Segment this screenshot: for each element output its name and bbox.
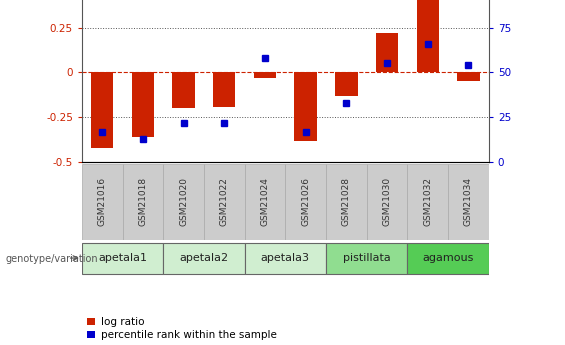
Text: GSM21028: GSM21028 — [342, 177, 351, 226]
Bar — [123, 164, 163, 240]
Text: GSM21026: GSM21026 — [301, 177, 310, 226]
Bar — [82, 243, 163, 274]
Text: apetala1: apetala1 — [98, 253, 147, 263]
Bar — [326, 243, 407, 274]
Text: GSM21022: GSM21022 — [220, 177, 229, 226]
Bar — [245, 243, 326, 274]
Bar — [448, 164, 489, 240]
Bar — [407, 164, 448, 240]
Text: GSM21024: GSM21024 — [260, 177, 270, 226]
Bar — [254, 72, 276, 78]
Text: pistillata: pistillata — [343, 253, 390, 263]
Bar — [326, 164, 367, 240]
Bar — [204, 164, 245, 240]
Bar — [163, 164, 204, 240]
Bar — [367, 164, 407, 240]
Bar — [91, 72, 114, 148]
Bar — [407, 243, 489, 274]
Bar — [294, 72, 317, 141]
Text: apetala3: apetala3 — [261, 253, 310, 263]
Text: genotype/variation: genotype/variation — [6, 254, 98, 264]
Text: GSM21030: GSM21030 — [383, 177, 392, 226]
Bar — [335, 72, 358, 96]
Text: GSM21020: GSM21020 — [179, 177, 188, 226]
Bar — [416, 0, 439, 72]
Bar — [172, 72, 195, 108]
Text: agamous: agamous — [423, 253, 473, 263]
Bar — [376, 33, 398, 72]
Bar — [285, 164, 326, 240]
Bar — [213, 72, 236, 107]
Bar — [82, 164, 123, 240]
Text: GSM21018: GSM21018 — [138, 177, 147, 226]
Text: GSM21032: GSM21032 — [423, 177, 432, 226]
Text: GSM21034: GSM21034 — [464, 177, 473, 226]
Text: GSM21016: GSM21016 — [98, 177, 107, 226]
Bar — [132, 72, 154, 137]
Text: apetala2: apetala2 — [180, 253, 228, 263]
Bar — [245, 164, 285, 240]
Legend: log ratio, percentile rank within the sample: log ratio, percentile rank within the sa… — [87, 317, 276, 340]
Bar — [457, 72, 480, 81]
Bar — [163, 243, 245, 274]
